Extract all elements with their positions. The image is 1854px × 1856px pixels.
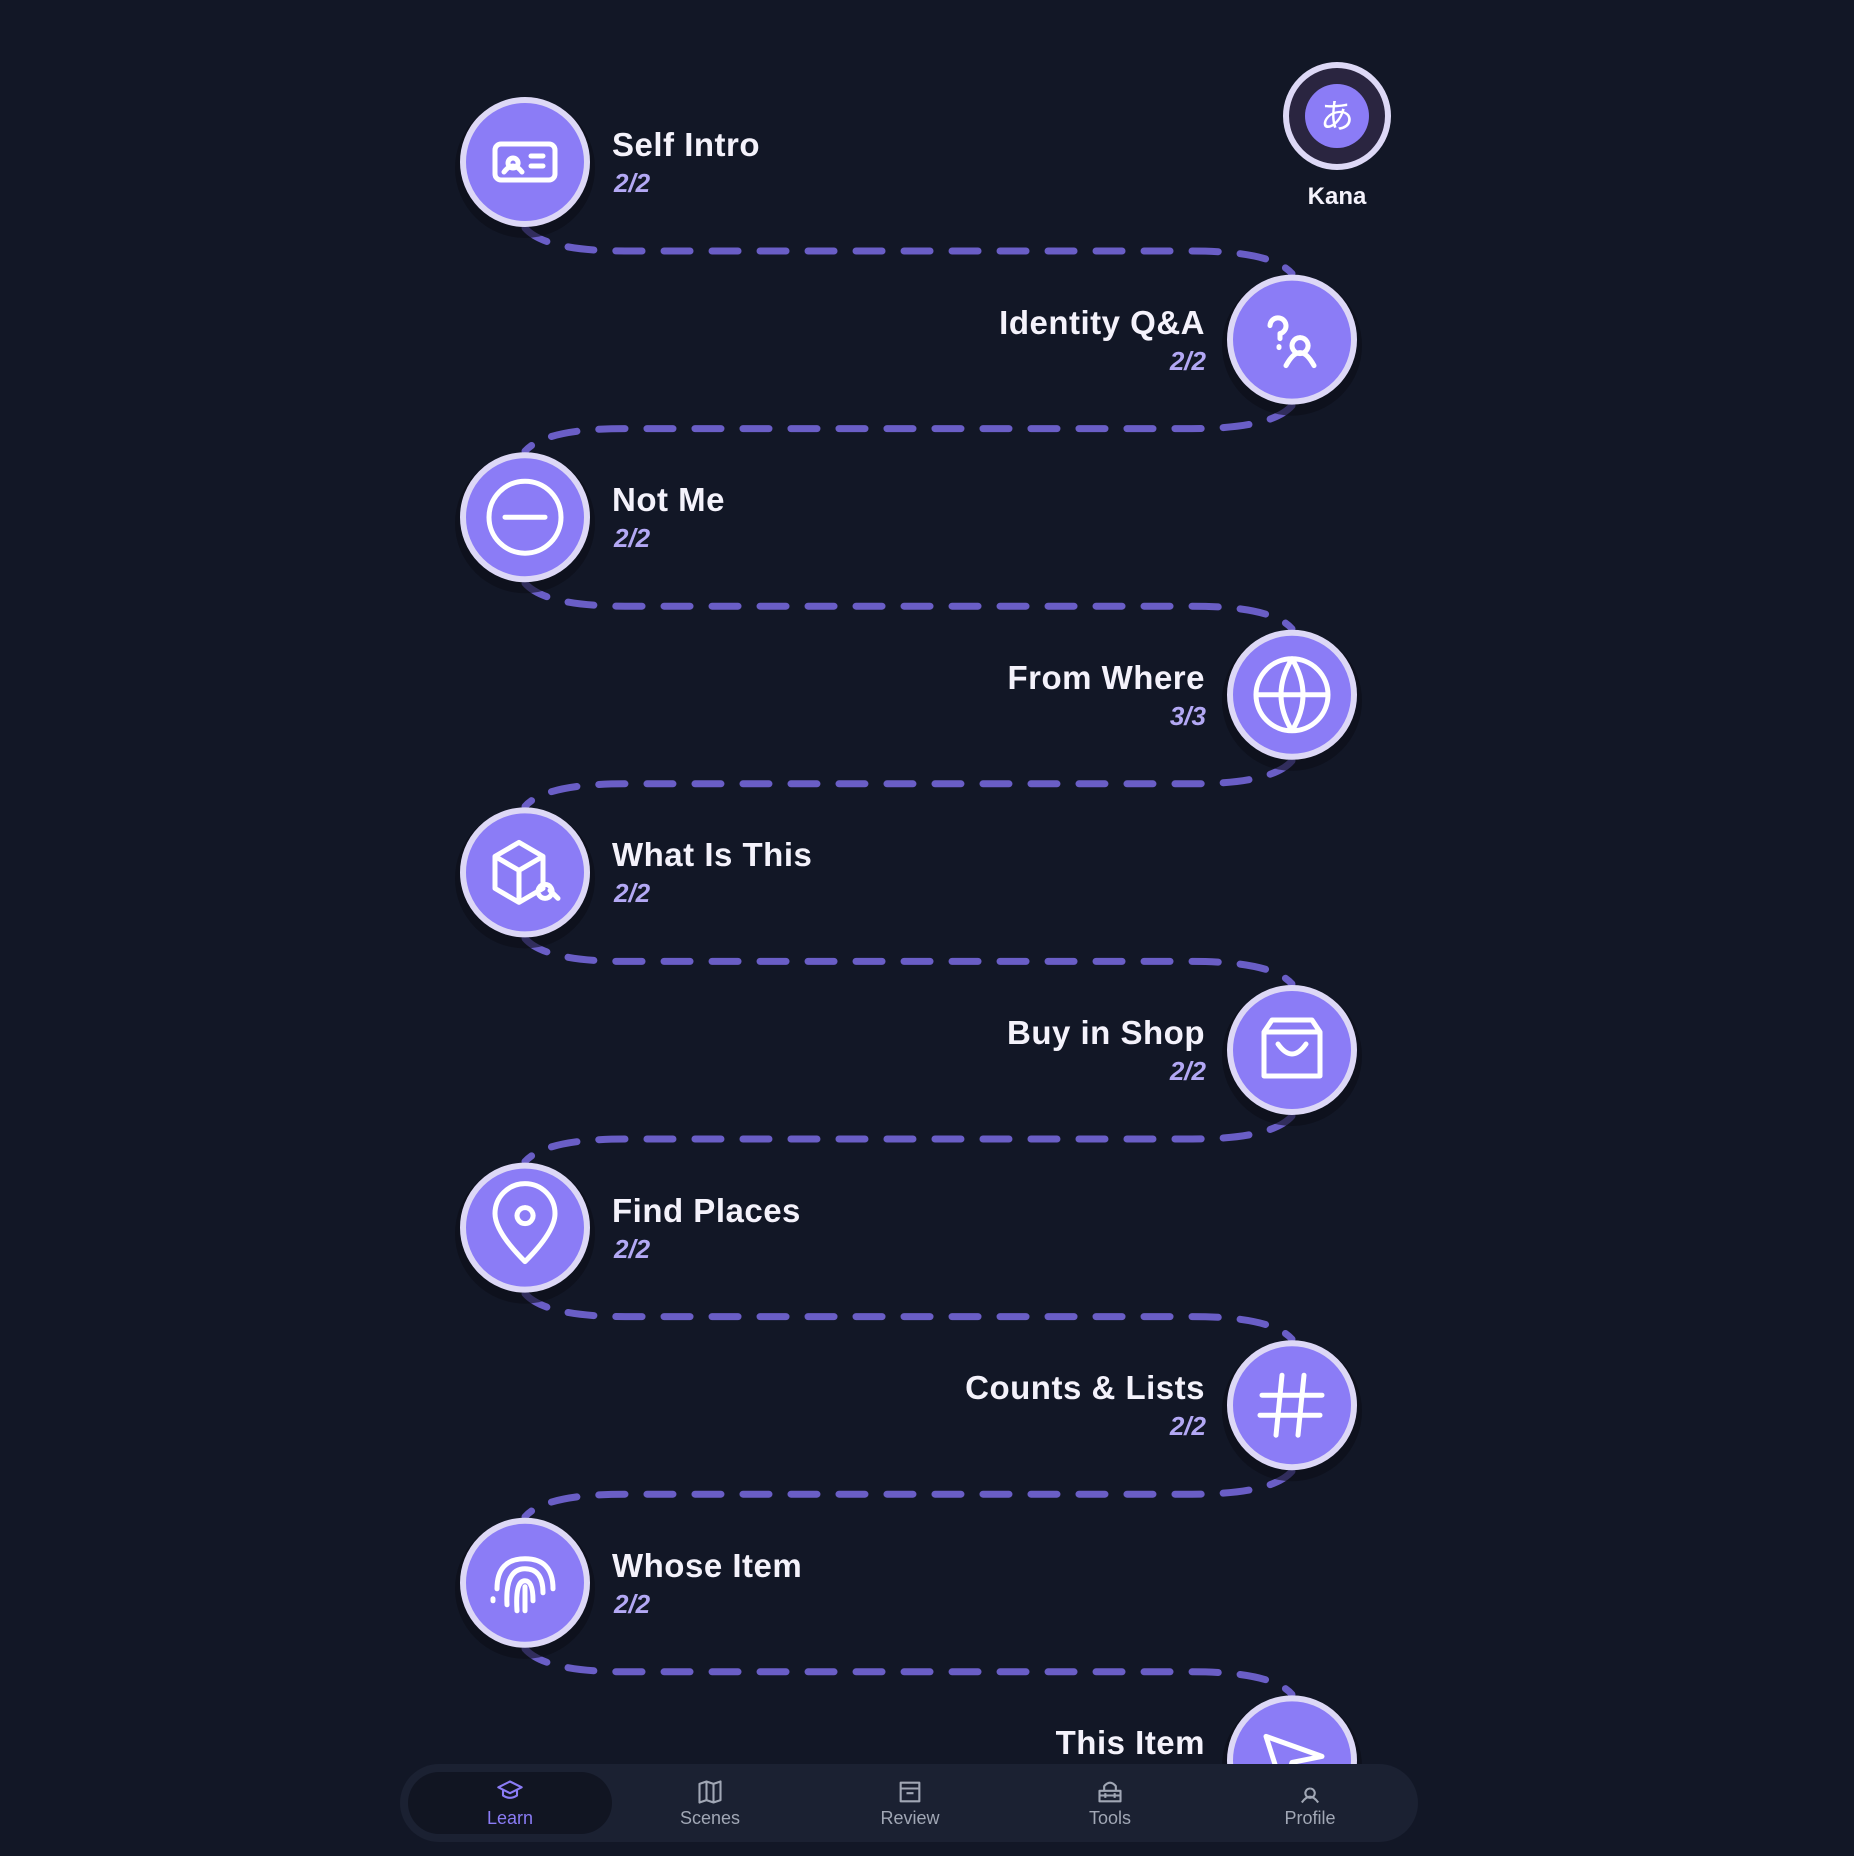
connector	[521, 579, 1296, 633]
lesson-node[interactable]	[455, 807, 595, 949]
lesson-title[interactable]: Identity Q&A	[999, 303, 1205, 341]
nav-item[interactable]: Profile	[1208, 1772, 1412, 1834]
lesson-node[interactable]	[1222, 1340, 1362, 1482]
lesson-title[interactable]: Self Intro	[612, 126, 761, 163]
nav-icon	[497, 1780, 523, 1799]
lesson-progress: 2/2	[1169, 1411, 1206, 1442]
connector	[521, 757, 1296, 810]
lesson-node[interactable]	[1222, 274, 1362, 416]
node-circle	[1227, 1340, 1357, 1471]
node-circle	[460, 97, 590, 227]
lesson-title[interactable]: What Is This	[612, 836, 813, 874]
node-icon	[1253, 656, 1331, 734]
lesson-progress: 2/2	[614, 1588, 651, 1619]
lesson-progress: 3/3	[1169, 700, 1206, 731]
node-icon	[492, 839, 561, 905]
lesson-title[interactable]: Whose Item	[612, 1546, 803, 1584]
connector	[521, 1645, 1296, 1698]
badge-label: Kana	[1308, 183, 1367, 210]
lesson-title[interactable]: Find Places	[612, 1191, 801, 1229]
nav-item[interactable]: Scenes	[608, 1772, 812, 1834]
lesson-node[interactable]	[1222, 629, 1362, 771]
connector	[521, 402, 1296, 455]
nav-item[interactable]: Learn	[408, 1772, 612, 1834]
node-icon	[492, 1181, 558, 1265]
lesson-title[interactable]: Buy in Shop	[1007, 1014, 1205, 1051]
nav-label: Scenes	[679, 1808, 741, 1828]
nav-icon	[1098, 1781, 1122, 1803]
connector	[521, 1290, 1296, 1343]
lesson-progress: 2/2	[614, 1233, 651, 1264]
nav-icon	[899, 1781, 921, 1803]
badge-inner	[1305, 84, 1369, 148]
nav-label: Review	[880, 1808, 940, 1828]
badge-glyph: あ	[1320, 98, 1354, 136]
node-icon	[486, 478, 564, 556]
node-circle	[460, 1162, 590, 1293]
lesson-progress: 2/2	[614, 523, 651, 554]
node-circle	[460, 807, 590, 938]
nav-item[interactable]: Tools	[1008, 1772, 1212, 1834]
node-icon	[1257, 1372, 1325, 1438]
lesson-title[interactable]: This Item	[1055, 1724, 1205, 1762]
lesson-progress: 2/2	[614, 168, 651, 198]
connector	[521, 1467, 1296, 1521]
lesson-node[interactable]	[455, 1162, 595, 1304]
nav-item[interactable]: Review	[808, 1772, 1012, 1834]
lesson-node[interactable]	[455, 452, 595, 594]
nav-icon	[1300, 1787, 1320, 1804]
lesson-node[interactable]	[455, 97, 595, 238]
bottom-nav: Learn Scenes Review Tools Profile	[400, 1764, 1418, 1842]
nav-label: Profile	[1284, 1808, 1336, 1828]
lesson-title[interactable]: Not Me	[612, 481, 725, 519]
node-circle	[1227, 985, 1357, 1115]
node-icon	[490, 1556, 556, 1614]
nav-icon	[698, 1780, 722, 1804]
connector	[521, 934, 1296, 988]
nav-label: Learn	[486, 1808, 534, 1828]
lesson-node[interactable]	[1222, 985, 1362, 1126]
lesson-progress: 2/2	[1169, 1056, 1206, 1086]
lesson-progress: 2/2	[1169, 345, 1206, 376]
connector	[521, 1112, 1296, 1166]
nav-label: Tools	[1088, 1808, 1132, 1828]
lesson-node[interactable]	[455, 1517, 595, 1659]
lesson-title[interactable]: From Where	[1007, 658, 1205, 696]
node-icon	[1267, 315, 1317, 369]
lesson-title[interactable]: Counts & Lists	[965, 1369, 1205, 1407]
connector	[521, 224, 1296, 278]
node-icon	[492, 141, 558, 183]
lesson-progress: 2/2	[614, 878, 651, 909]
node-icon	[1261, 1017, 1323, 1079]
